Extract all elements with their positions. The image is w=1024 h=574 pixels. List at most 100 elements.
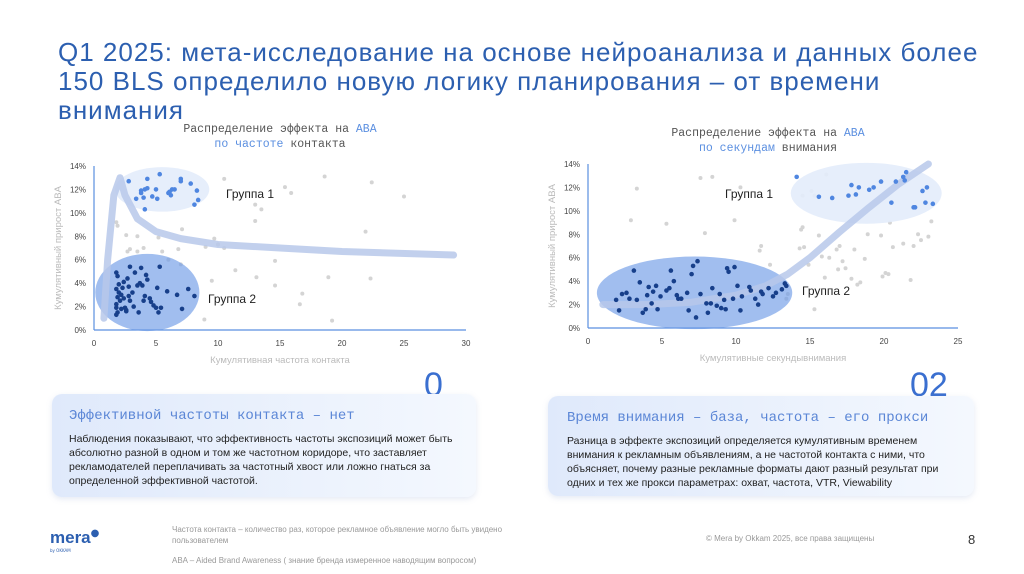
x-tick-label: 5	[660, 337, 665, 346]
data-point-group1	[178, 178, 184, 184]
chart2-title-text: Распределение эффекта на	[671, 127, 844, 140]
data-point-other	[330, 318, 335, 323]
chart1-title-highlight: по частоте	[214, 138, 284, 151]
data-point-group1	[912, 205, 918, 210]
data-point-group1	[923, 200, 928, 205]
data-point-other	[254, 275, 259, 280]
data-point-other	[664, 221, 669, 226]
data-point-group1	[195, 197, 201, 203]
data-point-group1	[889, 200, 894, 205]
data-point-other	[156, 235, 161, 240]
data-point-group1	[126, 178, 132, 184]
data-point-group1	[829, 195, 835, 201]
data-point-group1	[149, 194, 155, 199]
data-point-group2	[637, 280, 643, 285]
data-point-other	[800, 225, 805, 230]
data-point-other	[326, 275, 331, 280]
data-point-group2	[115, 273, 120, 279]
data-point-group2	[678, 296, 684, 302]
x-tick-label: 0	[586, 337, 591, 346]
data-point-group1	[900, 174, 906, 180]
data-point-other	[880, 274, 885, 279]
data-point-group2	[766, 285, 771, 291]
data-point-other	[929, 219, 934, 224]
data-point-group1	[871, 185, 876, 190]
trend-line	[599, 160, 932, 309]
data-point-other	[738, 185, 743, 190]
data-point-group2	[114, 286, 119, 292]
page-number: 8	[968, 532, 976, 547]
data-point-group2	[153, 305, 159, 311]
data-point-other	[289, 190, 294, 195]
data-point-other	[836, 267, 841, 272]
data-point-other	[865, 232, 870, 237]
data-point-group1	[133, 196, 139, 202]
data-point-other	[710, 174, 715, 179]
data-point-other	[834, 247, 839, 252]
data-point-group1	[154, 196, 160, 202]
data-point-other	[135, 249, 140, 254]
x-tick-label: 25	[954, 337, 963, 346]
data-point-group2	[643, 306, 649, 312]
data-point-group1	[930, 201, 936, 207]
data-point-other	[855, 282, 860, 287]
data-point-group1	[924, 185, 930, 190]
data-point-group1	[145, 176, 150, 182]
x-tick-label: 20	[338, 339, 347, 348]
data-point-group1	[172, 187, 177, 192]
data-point-group2	[117, 298, 123, 304]
data-point-other	[879, 233, 884, 238]
data-point-group2	[156, 310, 161, 315]
chart1-title-end: контакта	[283, 138, 346, 151]
data-point-group1	[878, 179, 884, 184]
chart2-title-end: внимания	[774, 142, 838, 155]
group2-label: Группа 2	[208, 292, 256, 306]
data-point-other	[827, 255, 832, 260]
data-point-other	[368, 276, 373, 281]
data-point-group2	[698, 291, 703, 297]
y-tick-label: 12%	[70, 185, 86, 194]
y-tick-label: 14%	[70, 162, 86, 171]
data-point-group2	[140, 283, 145, 288]
data-point-other	[402, 194, 406, 199]
data-point-other	[843, 266, 848, 271]
data-point-group2	[667, 285, 672, 291]
data-point-other	[759, 244, 764, 248]
data-point-other	[908, 277, 913, 282]
data-point-group1	[893, 179, 899, 184]
data-point-group2	[770, 294, 776, 299]
data-point-group1	[903, 169, 909, 175]
data-point-other	[822, 275, 827, 280]
data-point-other	[253, 202, 258, 207]
data-point-group2	[693, 315, 699, 320]
data-point-group2	[127, 264, 133, 270]
data-point-group1	[816, 194, 822, 200]
y-tick-label: 2%	[74, 303, 86, 312]
data-point-group2	[185, 286, 191, 292]
y-tick-label: 8%	[74, 232, 86, 241]
chart2-title: Распределение эффекта на ABA по секундам…	[608, 126, 928, 156]
data-point-other	[322, 174, 327, 179]
data-point-other	[901, 241, 906, 246]
data-point-other	[141, 246, 146, 250]
card1-heading: Эффективной частоты контакта – нет	[69, 408, 355, 424]
group2-region	[95, 253, 200, 332]
data-point-group2	[631, 268, 637, 273]
x-axis-label: Кумулятивные секундывнимания	[700, 353, 847, 364]
x-tick-label: 5	[154, 339, 159, 348]
y-tick-label: 0%	[74, 326, 86, 335]
data-point-other	[862, 256, 867, 261]
group1-label: Группа 1	[226, 187, 274, 201]
footnote-aba: ABA – Aided Brand Awareness ( знание бре…	[172, 556, 477, 565]
data-point-group2	[131, 304, 136, 309]
data-point-other	[212, 236, 217, 241]
data-point-group2	[695, 258, 700, 264]
data-point-other	[849, 276, 854, 281]
data-point-group2	[192, 293, 197, 299]
chart1-title-abba: ABA	[355, 123, 377, 136]
data-point-other	[115, 223, 120, 228]
data-point-group2	[704, 301, 709, 306]
data-point-group1	[194, 188, 200, 193]
data-point-other	[919, 238, 923, 243]
data-point-other	[858, 280, 863, 285]
